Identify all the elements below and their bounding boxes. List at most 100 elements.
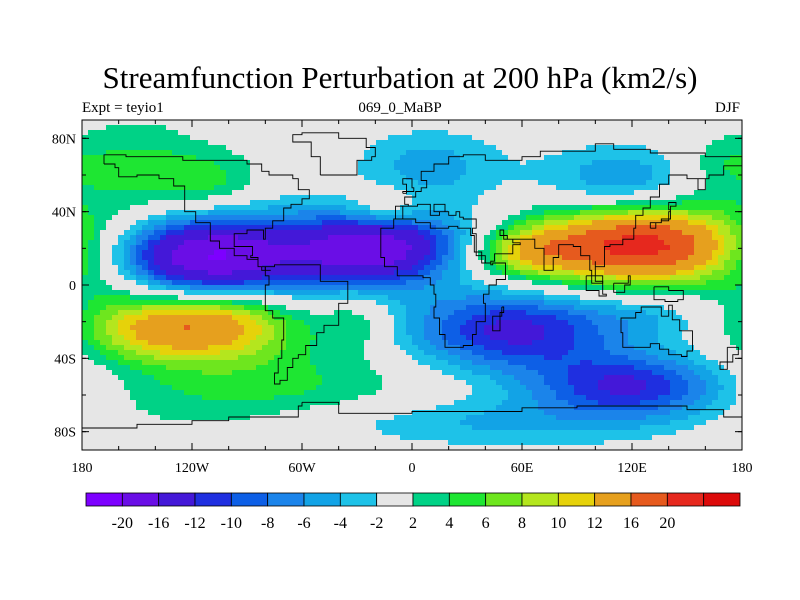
field-cell [652,155,659,161]
field-cell [670,250,677,256]
field-cell [550,295,557,301]
field-cell [460,270,467,276]
field-cell [322,255,329,261]
field-cell [730,215,737,221]
field-cell [268,120,275,126]
field-cell [124,210,131,216]
field-cell [556,305,563,311]
field-cell [718,235,725,241]
field-cell [532,195,539,201]
field-cell [352,155,359,161]
field-cell [688,255,695,261]
field-cell [436,235,443,241]
field-cell [100,290,107,296]
field-cell [244,250,251,256]
field-cell [724,220,731,226]
field-cell [442,260,449,266]
field-cell [376,220,383,226]
field-cell [232,230,239,236]
field-cell [568,145,575,151]
field-cell [172,295,179,301]
field-cell [292,260,299,266]
field-cell [694,125,701,131]
field-cell [520,300,527,306]
field-cell [736,135,743,141]
field-cell [418,315,425,321]
field-cell [112,250,119,256]
field-cell [694,270,701,276]
field-cell [148,245,155,251]
field-cell [130,165,137,171]
field-cell [166,265,173,271]
field-cell [322,200,329,206]
field-cell [172,160,179,166]
field-cell [154,340,161,346]
field-cell [376,330,383,336]
field-cell [406,275,413,281]
field-cell [628,200,635,206]
field-cell [412,255,419,261]
field-cell [622,200,629,206]
field-cell [568,240,575,246]
field-cell [664,315,671,321]
field-cell [724,200,731,206]
field-cell [412,310,419,316]
field-cell [616,255,623,261]
field-cell [256,210,263,216]
field-cell [382,180,389,186]
field-cell [274,260,281,266]
field-cell [334,135,341,141]
field-cell [166,225,173,231]
field-cell [502,195,509,201]
field-cell [400,270,407,276]
field-cell [424,190,431,196]
field-cell [208,280,215,286]
field-cell [154,180,161,186]
field-cell [82,335,89,341]
field-cell [454,200,461,206]
field-cell [448,310,455,316]
field-cell [472,140,479,146]
field-cell [622,320,629,326]
field-cell [268,285,275,291]
field-cell [646,120,653,126]
field-cell [88,270,95,276]
field-cell [82,310,89,316]
field-cell [142,125,149,131]
field-cell [478,145,485,151]
field-cell [112,275,119,281]
field-cell [610,230,617,236]
field-cell [94,170,101,176]
field-cell [268,130,275,136]
field-cell [100,315,107,321]
field-cell [658,155,665,161]
field-cell [286,305,293,311]
field-cell [352,165,359,171]
field-cell [676,320,683,326]
field-cell [136,135,143,141]
field-cell [592,310,599,316]
field-cell [304,150,311,156]
field-cell [142,335,149,341]
field-cell [520,140,527,146]
field-cell [460,205,467,211]
field-cell [262,195,269,201]
field-cell [82,130,89,136]
field-cell [646,195,653,201]
field-cell [346,310,353,316]
field-cell [310,170,317,176]
field-cell [736,340,743,346]
field-cell [496,165,503,171]
field-cell [166,160,173,166]
field-cell [658,170,665,176]
field-cell [616,340,623,346]
field-cell [166,220,173,226]
field-cell [496,155,503,161]
field-cell [526,135,533,141]
field-cell [592,325,599,331]
field-cell [328,225,335,231]
field-cell [328,160,335,166]
field-cell [232,305,239,311]
field-cell [730,295,737,301]
field-cell [112,305,119,311]
